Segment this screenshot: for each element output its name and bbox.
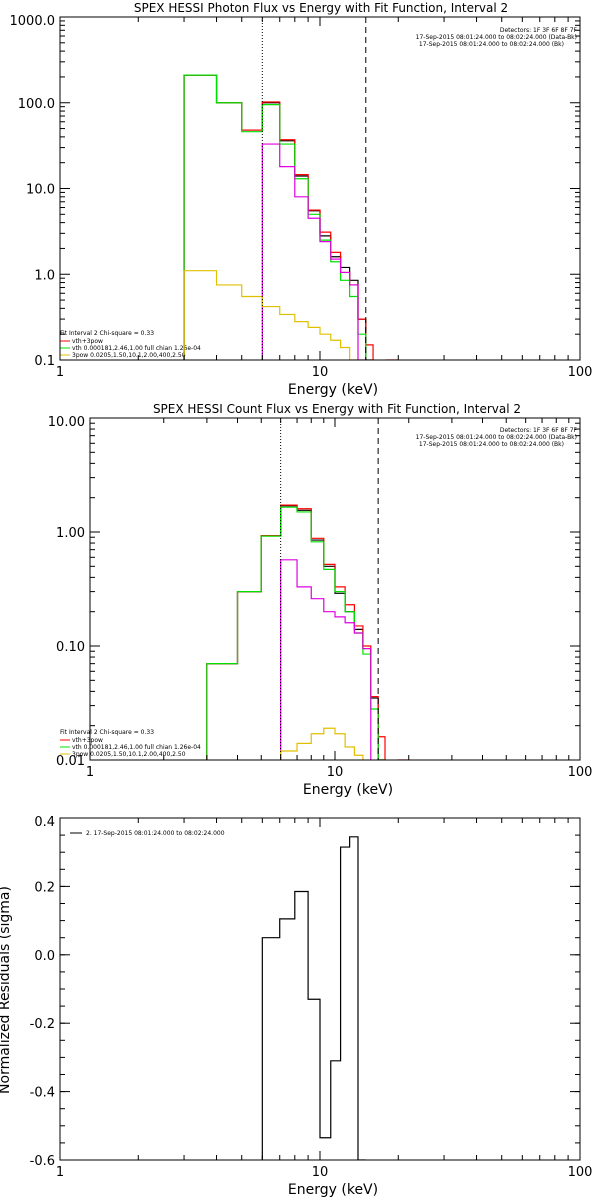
- photon-flux-y-tick-label: 0.1: [34, 354, 55, 369]
- count-flux-y-tick-label: 1.00: [56, 526, 85, 541]
- legend-entry-fit: vth+3pow: [72, 737, 103, 744]
- detectors-label: Detectors: 1F 3F 6F 8F 7F: [500, 427, 578, 434]
- residuals-x-tick-label: 1: [56, 1165, 64, 1180]
- photon-flux-series-2: [183, 74, 367, 360]
- bk-interval-label: 17-Sep-2015 08:01:24.000 to 08:02:24.000…: [419, 441, 564, 448]
- residuals-x-tick-label: 10: [312, 1165, 329, 1180]
- residuals-x-axis: 1 10 100 Energy (keV): [56, 818, 593, 1198]
- photon-flux-info: Detectors: 1F 3F 6F 8F 7F 17-Sep-2015 08…: [416, 27, 578, 48]
- count-flux-title: SPEX HESSI Count Flux vs Energy with Fit…: [153, 402, 521, 416]
- legend-header: Fit Interval 2 Chi-square = 0.33: [60, 330, 154, 337]
- count-flux-series-4: [280, 727, 364, 760]
- legend-entry-3pow: 3pow 0.0205,1.50,10.1,2.00,400,2.50: [72, 751, 186, 758]
- residuals-ylabel: Normalized Residuals (sigma): [0, 886, 13, 1094]
- count-flux-plot-area: 1 10 100 Energy (keV) 0.01 0.10 1.00 10.00: [48, 415, 593, 798]
- residuals-y-tick-label: 0.4: [34, 815, 55, 830]
- photon-flux-y-tick-label: 100.0: [18, 97, 55, 112]
- photon-flux-x-tick-label: 100: [568, 365, 593, 380]
- residuals-series-group: [261, 836, 366, 1160]
- legend-entry-residual: 2. 17-Sep-2015 08:01:24.000 to 08:02:24.…: [86, 830, 225, 837]
- count-flux-info: Detectors: 1F 3F 6F 8F 7F 17-Sep-2015 08…: [416, 427, 578, 448]
- photon-flux-series-4: [183, 270, 359, 360]
- count-flux-xlabel: Energy (keV): [303, 782, 393, 798]
- photon-flux-title: SPEX HESSI Photon Flux vs Energy with Fi…: [134, 1, 508, 15]
- data-interval-label: 17-Sep-2015 08:01:24.000 to 08:02:24.000…: [416, 434, 577, 441]
- legend-header: Fit Interval 2 Chi-square = 0.33: [60, 729, 154, 736]
- count-flux-x-axis: 1 10 100 Energy (keV): [86, 418, 593, 798]
- count-flux-y-tick-label: 0.10: [56, 640, 85, 655]
- count-flux-panel: SPEX HESSI Count Flux vs Energy with Fit…: [48, 402, 593, 798]
- legend-entry-fit: vth+3pow: [72, 338, 103, 345]
- legend-entry-3pow: 3pow 0.0205,1.50,10.1,2.00,400,2.50: [72, 352, 186, 359]
- count-flux-series-2: [206, 506, 386, 760]
- photon-flux-x-tick-label: 1: [56, 365, 64, 380]
- residuals-y-tick-label: 0.2: [34, 880, 55, 895]
- residuals-legend: 2. 17-Sep-2015 08:01:24.000 to 08:02:24.…: [70, 830, 225, 837]
- legend-entry-vth: vth 0.000181,2.46,1.00 full chian 1.26e-…: [72, 744, 201, 751]
- residuals-y-axis: -0.6 -0.4 -0.2 0.0 0.2 0.4: [30, 815, 580, 1169]
- legend-entry-vth: vth 0.000181,2.46,1.00 full chian 1.26e-…: [72, 345, 201, 352]
- count-flux-x-tick-label: 10: [327, 765, 344, 780]
- photon-flux-xlabel: Energy (keV): [288, 382, 378, 398]
- photon-flux-panel: SPEX HESSI Photon Flux vs Energy with Fi…: [10, 1, 593, 398]
- photon-flux-y-axis: 0.1 1.0 10.0 100.0 1000.0: [10, 14, 580, 369]
- residuals-x-tick-label: 100: [568, 1165, 593, 1180]
- count-flux-y-tick-label: 0.01: [56, 754, 85, 769]
- residuals-series-0: [261, 836, 366, 1160]
- residuals-y-tick-label: 0.0: [34, 949, 55, 964]
- residuals-y-tick-label: -0.4: [30, 1086, 55, 1101]
- count-flux-legend: Fit Interval 2 Chi-square = 0.33 vth+3po…: [60, 729, 201, 758]
- count-flux-y-tick-label: 10.00: [48, 415, 85, 430]
- count-flux-y-axis: 0.01 0.10 1.00 10.00: [48, 415, 580, 769]
- photon-flux-x-axis: 1 10 100 Energy (keV): [56, 17, 593, 398]
- detectors-label: Detectors: 1F 3F 6F 8F 7F: [500, 27, 578, 34]
- photon-flux-y-tick-label: 1000.0: [10, 14, 56, 29]
- photon-flux-y-tick-label: 10.0: [26, 183, 55, 198]
- data-interval-label: 17-Sep-2015 08:01:24.000 to 08:02:24.000…: [416, 34, 577, 41]
- residuals-plot-area: 1 10 100 Energy (keV) -0.6 -0.4 -0.2 0.0 0.2 0.4: [30, 815, 593, 1198]
- bk-interval-label: 17-Sep-2015 08:01:24.000 to 08:02:24.000…: [419, 41, 564, 48]
- photon-flux-x-tick-label: 10: [312, 365, 329, 380]
- photon-flux-legend: Fit Interval 2 Chi-square = 0.33 vth+3po…: [60, 330, 201, 359]
- residuals-y-tick-label: -0.6: [30, 1154, 55, 1169]
- residuals-xlabel: Energy (keV): [288, 1182, 378, 1198]
- residuals-panel: Normalized Residuals (sigma) 2. 17-Sep-2…: [0, 815, 592, 1198]
- photon-flux-y-tick-label: 1.0: [34, 268, 55, 283]
- count-flux-x-tick-label: 100: [568, 765, 593, 780]
- photon-flux-plot-area: 1 10 100 Energy (keV) 0.1 1.0 10.0 100.0 1000.0: [10, 14, 593, 398]
- count-flux-x-tick-label: 1: [86, 765, 94, 780]
- residuals-y-tick-label: -0.2: [30, 1017, 55, 1032]
